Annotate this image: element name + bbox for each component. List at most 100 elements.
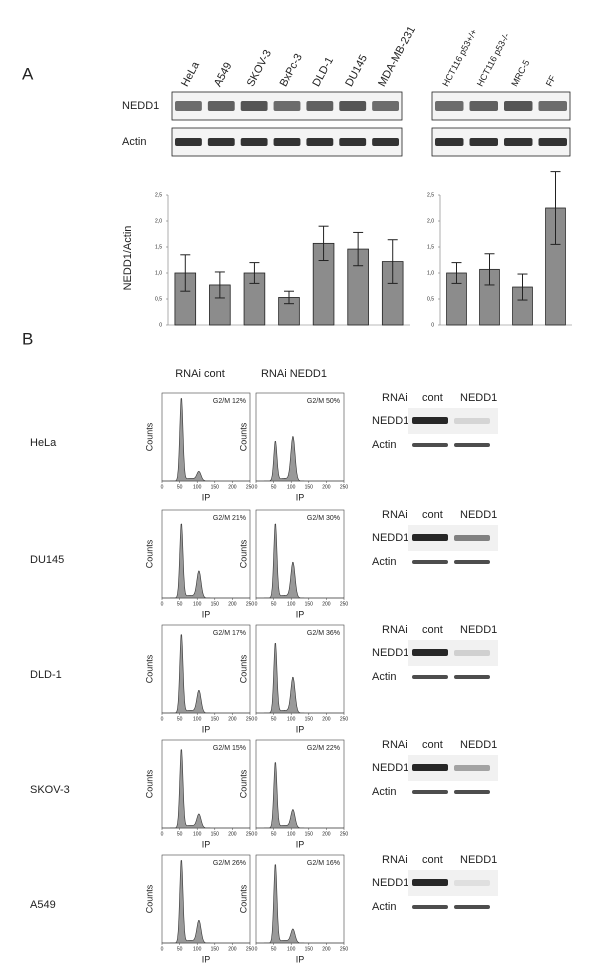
- x-tick-label: 250: [246, 484, 255, 490]
- x-axis-label: IP: [296, 724, 305, 734]
- x-tick-label: 100: [287, 946, 296, 952]
- x-tick-label: 200: [322, 946, 331, 952]
- x-tick-label: 250: [246, 946, 255, 952]
- blot-band: [504, 138, 533, 146]
- g2m-label: G2/M 21%: [213, 515, 246, 522]
- y-axis-label: Counts: [238, 539, 248, 568]
- x-tick-label: 50: [177, 946, 183, 952]
- x-tick-label: 150: [305, 946, 314, 952]
- histogram-curve: [162, 398, 250, 482]
- y-tick-label: 0,5: [427, 296, 434, 302]
- blot-band: [240, 138, 268, 146]
- blot-row-label: Actin: [372, 901, 396, 913]
- x-tick-label: 250: [340, 716, 349, 722]
- blot-band: [372, 101, 399, 111]
- blot-band: [412, 649, 448, 656]
- blot-header: RNAi: [382, 739, 408, 751]
- x-tick-label: 100: [287, 716, 296, 722]
- y-tick-label: 2,5: [427, 192, 434, 198]
- y-axis-label: Counts: [238, 422, 248, 451]
- x-tick-label: 100: [287, 831, 296, 837]
- x-tick-label: 50: [177, 831, 183, 837]
- x-tick-label: 200: [322, 484, 331, 490]
- x-tick-label: 150: [211, 601, 220, 607]
- blot-band: [454, 790, 490, 794]
- x-tick-label: 150: [211, 946, 220, 952]
- blot-band: [207, 101, 235, 111]
- x-tick-label: 250: [340, 601, 349, 607]
- x-tick-label: 150: [305, 831, 314, 837]
- x-tick-label: 0: [161, 831, 164, 837]
- blot-header: RNAi: [382, 624, 408, 636]
- blot-header: cont: [422, 854, 443, 866]
- blot-band: [412, 443, 448, 447]
- lane-label: HCT116 p53-/-: [475, 31, 511, 88]
- blot-row-label: NEDD1: [372, 415, 409, 427]
- blot-band: [435, 138, 464, 146]
- histogram-curve: [162, 634, 250, 714]
- blot-band: [504, 101, 533, 111]
- x-tick-label: 100: [193, 484, 202, 490]
- blot-band: [454, 905, 490, 909]
- y-tick-label: 0: [159, 322, 162, 328]
- x-tick-label: 200: [228, 946, 237, 952]
- x-tick-label: 50: [177, 601, 183, 607]
- g2m-label: G2/M 30%: [307, 515, 340, 522]
- blot-band: [412, 534, 448, 541]
- x-tick-label: 0: [255, 716, 258, 722]
- blot-band: [412, 790, 448, 794]
- blot-band: [454, 535, 490, 541]
- y-axis-label: Counts: [144, 422, 154, 451]
- x-tick-label: 0: [161, 601, 164, 607]
- blot-band: [273, 101, 301, 111]
- x-tick-label: 0: [255, 831, 258, 837]
- x-tick-label: 150: [305, 716, 314, 722]
- blot-row-label: NEDD1: [372, 647, 409, 659]
- y-tick-label: 1,5: [155, 244, 162, 250]
- x-axis-label: IP: [202, 492, 211, 502]
- x-tick-label: 200: [322, 831, 331, 837]
- x-axis-label: IP: [296, 492, 305, 502]
- blot-row-label: NEDD1: [372, 762, 409, 774]
- blot-band: [306, 138, 334, 146]
- x-tick-label: 200: [322, 716, 331, 722]
- histogram-curve: [256, 762, 344, 829]
- x-tick-label: 50: [177, 716, 183, 722]
- y-tick-label: 2,0: [155, 218, 162, 224]
- y-axis-label: Counts: [238, 884, 248, 913]
- g2m-label: G2/M 36%: [307, 630, 340, 637]
- histogram-curve: [162, 749, 250, 829]
- blot-band: [273, 138, 301, 146]
- blot-header: RNAi: [382, 854, 408, 866]
- x-tick-label: 250: [340, 484, 349, 490]
- histogram-frame: [161, 854, 251, 944]
- y-tick-label: 0: [431, 322, 434, 328]
- blot-band: [454, 650, 490, 656]
- lane-label: DLD-1: [310, 55, 336, 89]
- x-tick-label: 0: [255, 946, 258, 952]
- blot-band: [454, 443, 490, 447]
- x-tick-label: 100: [193, 831, 202, 837]
- x-tick-label: 50: [271, 716, 277, 722]
- blot-header: NEDD1: [460, 854, 497, 866]
- blot-header: RNAi: [382, 392, 408, 404]
- g2m-label: G2/M 12%: [213, 398, 246, 405]
- x-tick-label: 200: [228, 831, 237, 837]
- y-axis-label: Counts: [144, 884, 154, 913]
- lane-label: A549: [212, 60, 235, 88]
- blot-band: [207, 138, 235, 146]
- histogram-frame: [161, 509, 251, 599]
- blot-band: [306, 101, 334, 111]
- g2m-label: G2/M 15%: [213, 745, 246, 752]
- blot-band: [412, 764, 448, 771]
- cell-line-label: DU145: [30, 554, 64, 566]
- x-tick-label: 250: [246, 831, 255, 837]
- blot-row-label: Actin: [372, 786, 396, 798]
- y-tick-label: 1,5: [427, 244, 434, 250]
- x-tick-label: 150: [211, 484, 220, 490]
- y-tick-label: 2,0: [427, 218, 434, 224]
- blot-row-label: NEDD1: [122, 100, 159, 112]
- cell-line-label: SKOV-3: [30, 784, 70, 796]
- lane-label: HeLa: [179, 59, 202, 89]
- histogram-curve: [256, 523, 344, 599]
